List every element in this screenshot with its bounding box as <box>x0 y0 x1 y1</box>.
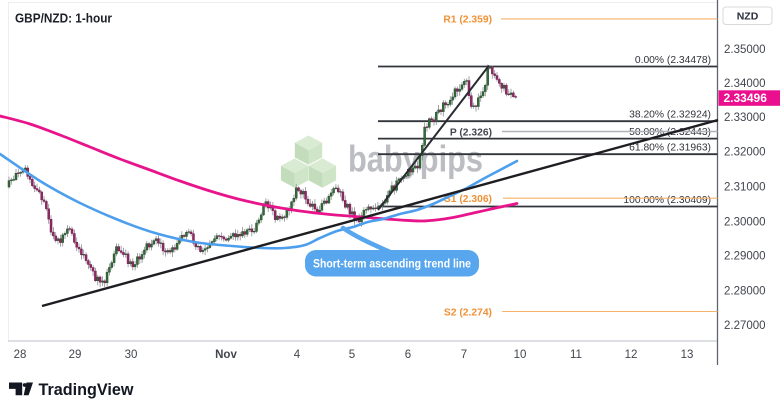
svg-text:S1 (2.306): S1 (2.306) <box>444 194 492 205</box>
svg-text:2.32000: 2.32000 <box>724 147 766 159</box>
svg-text:2.31000: 2.31000 <box>724 182 766 194</box>
svg-text:7: 7 <box>461 349 467 361</box>
svg-text:2.35000: 2.35000 <box>724 44 766 56</box>
svg-text:100.00% (2.30409): 100.00% (2.30409) <box>623 195 711 206</box>
svg-text:R1 (2.359): R1 (2.359) <box>443 14 492 25</box>
svg-text:28: 28 <box>14 349 27 361</box>
svg-text:12: 12 <box>625 349 638 361</box>
svg-text:6: 6 <box>405 349 411 361</box>
svg-text:P (2.326): P (2.326) <box>450 127 492 138</box>
svg-text:S2 (2.274): S2 (2.274) <box>444 307 492 318</box>
svg-text:babypips: babypips <box>348 139 483 180</box>
svg-text:2.27000: 2.27000 <box>724 320 766 332</box>
svg-text:2.28000: 2.28000 <box>724 285 766 297</box>
svg-text:0.00% (2.34478): 0.00% (2.34478) <box>635 55 711 66</box>
svg-text:2.33496: 2.33496 <box>724 91 768 105</box>
svg-text:61.80% (2.31963): 61.80% (2.31963) <box>629 143 711 154</box>
svg-text:4: 4 <box>294 349 301 361</box>
svg-text:10: 10 <box>514 349 527 361</box>
svg-text:2.30000: 2.30000 <box>724 216 766 228</box>
svg-text:NZD: NZD <box>737 11 759 23</box>
svg-text:TradingView: TradingView <box>39 380 135 399</box>
svg-text:5: 5 <box>349 349 355 361</box>
svg-text:38.20% (2.32924): 38.20% (2.32924) <box>629 110 711 121</box>
svg-text:11: 11 <box>570 349 582 361</box>
svg-text:Short-term ascending trend lin: Short-term ascending trend line <box>313 257 471 271</box>
svg-text:2.34000: 2.34000 <box>724 78 766 90</box>
svg-text:2.29000: 2.29000 <box>724 251 766 263</box>
svg-text:13: 13 <box>681 349 694 361</box>
svg-text:2.33000: 2.33000 <box>724 112 766 124</box>
svg-text:30: 30 <box>125 349 138 361</box>
svg-text:Nov: Nov <box>215 349 237 361</box>
svg-text:GBP/NZD: 1-hour: GBP/NZD: 1-hour <box>15 11 112 26</box>
svg-text:29: 29 <box>69 349 82 361</box>
